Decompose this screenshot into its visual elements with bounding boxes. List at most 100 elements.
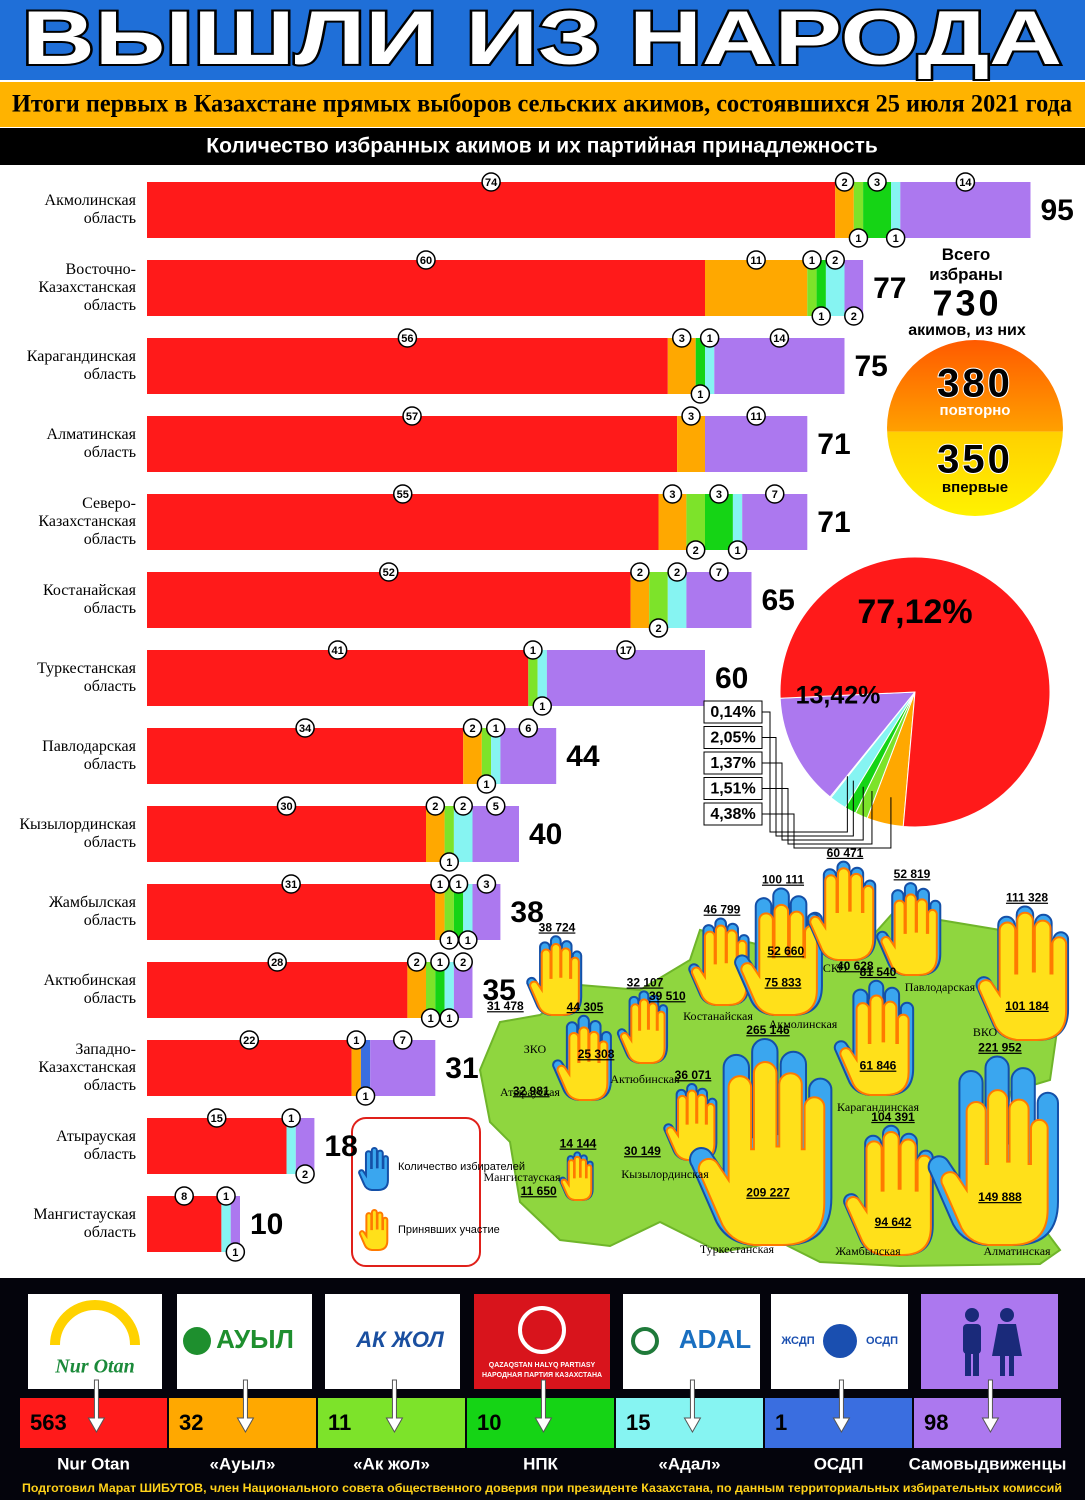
legend-count: 98 bbox=[924, 1410, 948, 1435]
value-label: 60 bbox=[420, 255, 432, 267]
legend-name: Самовыдвиженцы bbox=[909, 1454, 1067, 1473]
map-legend-turnout: Принявших участие bbox=[398, 1224, 500, 1236]
chart-title-band bbox=[0, 128, 1085, 165]
value-label: 1 bbox=[465, 935, 471, 947]
bar-segment bbox=[537, 650, 547, 706]
bar-segment bbox=[230, 1196, 240, 1252]
value-badge bbox=[281, 1108, 301, 1128]
value-badge bbox=[727, 540, 748, 560]
bar-segment bbox=[807, 260, 817, 316]
turnout-hand bbox=[810, 868, 873, 960]
value-badge bbox=[844, 306, 864, 326]
voters-label: 221 952 bbox=[978, 1041, 1022, 1055]
region-label: Жамбылская область bbox=[48, 894, 136, 929]
bar-segment bbox=[667, 572, 687, 628]
value-label: 1 bbox=[437, 957, 443, 969]
value-badge bbox=[402, 406, 422, 426]
value-label: 1 bbox=[455, 879, 461, 891]
turnout-label: 94 642 bbox=[875, 1215, 912, 1229]
subtitle: Итоги первых в Казахстане прямых выборов… bbox=[12, 91, 1072, 118]
pie-label: 1,51% bbox=[710, 781, 755, 798]
map-legend-voters: Количество избирателей bbox=[398, 1161, 525, 1173]
hand-shape bbox=[558, 1027, 608, 1100]
value-badge bbox=[746, 250, 766, 270]
value-badge bbox=[825, 250, 845, 270]
value-label: 17 bbox=[620, 645, 632, 657]
value-label: 55 bbox=[397, 489, 409, 501]
value-label: 7 bbox=[400, 1035, 406, 1047]
value-label: 8 bbox=[181, 1191, 187, 1203]
value-label: 1 bbox=[288, 1113, 294, 1125]
turnout-label: 11 650 bbox=[521, 1184, 557, 1198]
hand-shape bbox=[692, 925, 747, 1005]
bar-segment bbox=[286, 1118, 296, 1174]
first-label: впервые bbox=[942, 479, 1008, 496]
legend-name: ОСДП bbox=[814, 1454, 864, 1473]
region-label: Мангистауская область bbox=[33, 1206, 136, 1241]
value-label: 2 bbox=[460, 801, 466, 813]
bar-total: 60 bbox=[715, 662, 748, 695]
value-label: 5 bbox=[493, 801, 499, 813]
value-badge bbox=[476, 874, 497, 894]
value-label: 56 bbox=[401, 333, 413, 345]
value-badge bbox=[481, 172, 501, 192]
value-badge bbox=[174, 1186, 194, 1206]
bar-segment bbox=[360, 1040, 371, 1096]
value-badge bbox=[667, 562, 687, 582]
value-label: 28 bbox=[271, 957, 283, 969]
pie-label: 13,42% bbox=[796, 682, 881, 710]
pie-label: 2,05% bbox=[710, 730, 755, 747]
value-badge bbox=[355, 1086, 376, 1106]
turnout-hand bbox=[741, 905, 817, 1015]
pie-label-box bbox=[703, 802, 763, 826]
bar-segment bbox=[491, 728, 501, 784]
logo-emblem bbox=[183, 1327, 211, 1355]
value-label: 6 bbox=[525, 723, 531, 735]
region-label: Северо-Казахстанская область bbox=[38, 495, 136, 548]
value-label: 3 bbox=[716, 489, 722, 501]
voters-label: 60 471 bbox=[827, 846, 864, 860]
value-badge bbox=[662, 484, 683, 504]
value-badge bbox=[955, 172, 976, 192]
turnout-label: 52 660 bbox=[767, 944, 804, 958]
region-name: Туркестанская bbox=[700, 1242, 775, 1256]
bar-segment bbox=[528, 650, 538, 706]
voters-label: 52 819 bbox=[894, 867, 931, 881]
hand-shape bbox=[840, 996, 908, 1095]
legend-arrow bbox=[981, 1379, 1000, 1434]
region-name: Атырауская bbox=[500, 1085, 560, 1099]
value-badge bbox=[453, 952, 473, 972]
logo-text: QAZAQSTAN HALYQ PARTIASY bbox=[489, 1362, 596, 1369]
value-label: 2 bbox=[460, 957, 466, 969]
region-name: ВКО bbox=[973, 1025, 998, 1039]
value-label: 1 bbox=[446, 935, 452, 947]
title-band bbox=[0, 0, 1085, 80]
value-badge bbox=[885, 228, 906, 248]
bar-segment bbox=[444, 806, 454, 862]
voters-label: 104 391 bbox=[871, 1110, 915, 1124]
bar-segment bbox=[630, 572, 650, 628]
voters-label: 44 305 bbox=[567, 1000, 604, 1014]
bar-segment bbox=[295, 1118, 315, 1174]
value-label: 1 bbox=[539, 701, 545, 713]
summary-caption: Всего избраны bbox=[929, 245, 1003, 284]
bar-total: 40 bbox=[529, 818, 562, 851]
turnout-label: 61 846 bbox=[860, 1059, 897, 1073]
region-label: Акмолинская область bbox=[44, 192, 136, 227]
bar-segment bbox=[686, 494, 705, 550]
voters-label: 32 107 bbox=[627, 975, 664, 989]
logo-text: АК ЖОЛ bbox=[355, 1327, 444, 1352]
region-name: Костанайская bbox=[683, 1009, 753, 1023]
value-label: 7 bbox=[716, 567, 722, 579]
logo-box bbox=[623, 1294, 760, 1389]
pie-label-box bbox=[703, 726, 763, 749]
value-label: 1 bbox=[362, 1091, 368, 1103]
value-badge bbox=[765, 484, 785, 504]
pie-label-box bbox=[703, 700, 763, 724]
bar-segment bbox=[481, 728, 492, 784]
legend-count: 563 bbox=[30, 1410, 67, 1435]
value-badge bbox=[207, 1108, 227, 1128]
hand-shape bbox=[979, 913, 1066, 1040]
region-name: Алматинская bbox=[983, 1244, 1051, 1258]
value-label: 1 bbox=[223, 1191, 229, 1203]
